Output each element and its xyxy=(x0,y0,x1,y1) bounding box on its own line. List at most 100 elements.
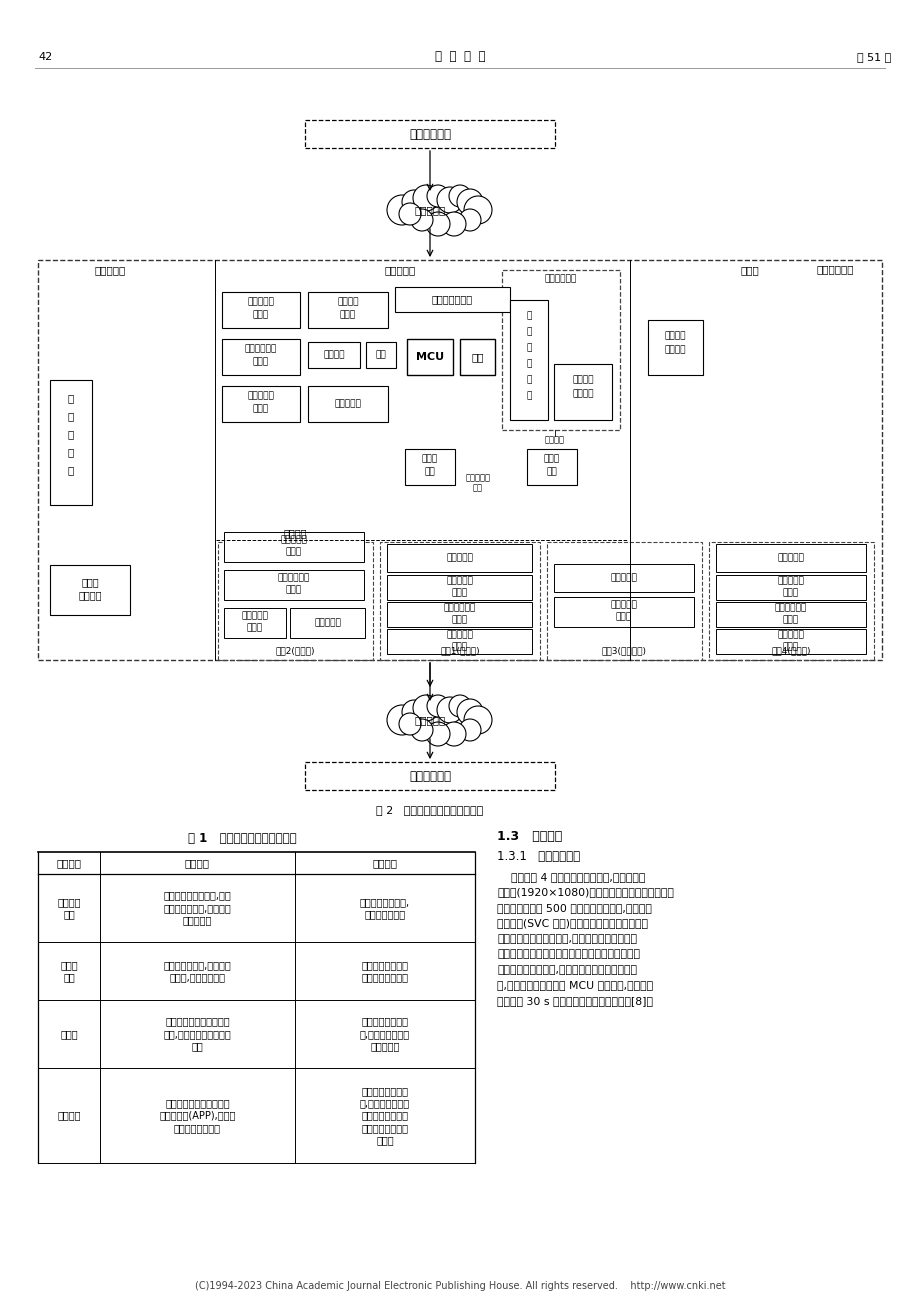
Text: 子系统: 子系统 xyxy=(782,642,799,651)
Bar xyxy=(387,629,531,654)
Text: 移动终端: 移动终端 xyxy=(57,1111,81,1121)
Text: 云端平台: 云端平台 xyxy=(664,345,686,354)
Circle shape xyxy=(413,695,438,721)
Text: 子系统: 子系统 xyxy=(286,586,301,595)
Bar xyxy=(527,449,576,486)
Circle shape xyxy=(459,210,481,230)
Text: 信号切换控制: 信号切换控制 xyxy=(244,345,277,354)
Text: 子系统: 子系统 xyxy=(286,548,301,556)
Text: 上级会商系统: 上级会商系统 xyxy=(409,128,450,141)
Circle shape xyxy=(441,212,466,236)
Text: 会议室型
终端: 会议室型 终端 xyxy=(57,897,81,919)
Text: 显示及扩声: 显示及扩声 xyxy=(777,630,803,639)
Bar xyxy=(387,602,531,628)
Bar xyxy=(223,533,364,562)
Bar xyxy=(50,565,130,615)
Circle shape xyxy=(425,723,449,746)
Bar xyxy=(221,292,300,328)
Text: 第 51 卷: 第 51 卷 xyxy=(856,52,891,62)
Text: 子系统: 子系统 xyxy=(615,612,631,621)
Bar xyxy=(715,544,865,572)
Text: 终: 终 xyxy=(68,393,74,404)
Text: 子系统: 子系统 xyxy=(451,642,467,651)
Bar xyxy=(404,449,455,486)
Circle shape xyxy=(457,699,482,725)
Text: 安装在台式电脑上的应用
软件,使用电脑自带视音频
外设: 安装在台式电脑上的应用 软件,使用电脑自带视音频 外设 xyxy=(164,1017,231,1052)
Text: 桌面型
终端: 桌面型 终端 xyxy=(60,960,78,982)
Bar xyxy=(223,608,286,638)
Circle shape xyxy=(437,187,462,214)
Text: 视频编码(SVC 编码)解决因互联网线路带宽不稳: 视频编码(SVC 编码)解决因互联网线路带宽不稳 xyxy=(496,918,647,928)
Text: 造成的视频质量下降问题,并通过视频融合实现互: 造成的视频质量下降问题,并通过视频融合实现互 xyxy=(496,934,636,944)
Bar xyxy=(50,380,92,505)
Circle shape xyxy=(411,719,433,741)
Bar xyxy=(221,385,300,422)
Text: 间可以在 30 s 内完成会议呼人的自动倒换[8]。: 间可以在 30 s 内完成会议呼人的自动倒换[8]。 xyxy=(496,996,652,1006)
Text: 应用场合: 应用场合 xyxy=(372,858,397,868)
Circle shape xyxy=(441,723,466,746)
Text: 会议调度子系统: 会议调度子系统 xyxy=(431,294,472,305)
Text: 终端子系统: 终端子系统 xyxy=(777,553,803,562)
Text: 视频会商: 视频会商 xyxy=(664,331,686,340)
Text: 系统: 系统 xyxy=(546,467,557,477)
Text: 接入及传输: 接入及传输 xyxy=(247,392,274,401)
Text: 外部门网络: 外部门网络 xyxy=(95,266,126,275)
Circle shape xyxy=(399,203,421,225)
Text: 一般用于非正式会
议,在居家情况下用
于正式会议: 一般用于非正式会 议,在居家情况下用 于正式会议 xyxy=(359,1017,410,1052)
Text: MCU: MCU xyxy=(415,352,444,362)
Bar xyxy=(715,575,865,600)
Text: 网守: 网守 xyxy=(471,352,483,362)
Text: 安: 安 xyxy=(526,344,531,353)
Text: 设备特征: 设备特征 xyxy=(185,858,210,868)
Bar xyxy=(647,320,702,375)
Circle shape xyxy=(411,210,433,230)
Text: 联网会场与气象局域网会场共同参会。具备会议呼: 联网会场与气象局域网会场共同参会。具备会议呼 xyxy=(496,949,640,960)
Text: 电话耦合: 电话耦合 xyxy=(323,350,345,359)
Text: 1.3   功能设计: 1.3 功能设计 xyxy=(496,829,562,842)
Text: 子系统: 子系统 xyxy=(782,589,799,598)
Text: 备: 备 xyxy=(526,392,531,401)
Bar xyxy=(715,629,865,654)
Text: 子系统: 子系统 xyxy=(339,310,356,319)
Text: 图 2   县级以上各级会商系统组成: 图 2 县级以上各级会商系统组成 xyxy=(376,805,483,815)
Bar xyxy=(547,542,701,660)
Bar xyxy=(305,120,554,148)
Circle shape xyxy=(463,197,492,224)
Text: (C)1994-2023 China Academic Journal Electronic Publishing House. All rights rese: (C)1994-2023 China Academic Journal Elec… xyxy=(195,1281,724,1292)
Text: 显示及扩声: 显示及扩声 xyxy=(247,297,274,306)
Bar xyxy=(223,570,364,600)
Text: 终端子系统: 终端子系统 xyxy=(313,618,341,628)
Circle shape xyxy=(387,195,416,225)
Bar xyxy=(308,385,388,422)
Text: 终端子系统: 终端子系统 xyxy=(335,400,361,409)
Circle shape xyxy=(399,713,421,736)
Text: 42: 42 xyxy=(39,52,53,62)
Circle shape xyxy=(448,185,471,207)
Text: 叫的冗余热备份能力,除物理接入板卡之间相互备: 叫的冗余热备份能力,除物理接入板卡之间相互备 xyxy=(496,965,636,975)
Text: 网: 网 xyxy=(526,311,531,320)
Circle shape xyxy=(425,212,449,236)
Circle shape xyxy=(463,706,492,734)
Text: 统: 统 xyxy=(68,465,74,475)
Text: 子系统: 子系统 xyxy=(451,615,467,624)
Bar xyxy=(380,542,539,660)
Bar xyxy=(406,339,452,375)
Bar xyxy=(715,602,865,628)
Text: 终端子系统: 终端子系统 xyxy=(610,573,637,582)
Text: 本级会商系统: 本级会商系统 xyxy=(815,264,853,273)
Text: 终端类型: 终端类型 xyxy=(56,858,82,868)
Text: 一般用于非正式会
议,在室外、场馆内
等不便用软终端参
会的情况下用于正
式会议: 一般用于非正式会 议,在室外、场馆内 等不便用软终端参 会的情况下用于正 式会议 xyxy=(359,1086,410,1146)
Text: 子系统: 子系统 xyxy=(253,310,268,319)
Text: 显示及扩声: 显示及扩声 xyxy=(446,630,472,639)
Text: 子系统: 子系统 xyxy=(246,624,263,633)
Bar xyxy=(38,260,881,660)
Circle shape xyxy=(459,719,481,741)
Text: 子系统: 子系统 xyxy=(253,405,268,414)
Text: 互联网安全区: 互联网安全区 xyxy=(544,275,576,284)
Circle shape xyxy=(413,185,438,211)
Bar xyxy=(460,339,494,375)
Text: 1.3.1   多方并发接入: 1.3.1 多方并发接入 xyxy=(496,849,580,862)
Circle shape xyxy=(426,695,448,717)
Text: 终端子: 终端子 xyxy=(543,454,560,464)
Circle shape xyxy=(426,185,448,207)
